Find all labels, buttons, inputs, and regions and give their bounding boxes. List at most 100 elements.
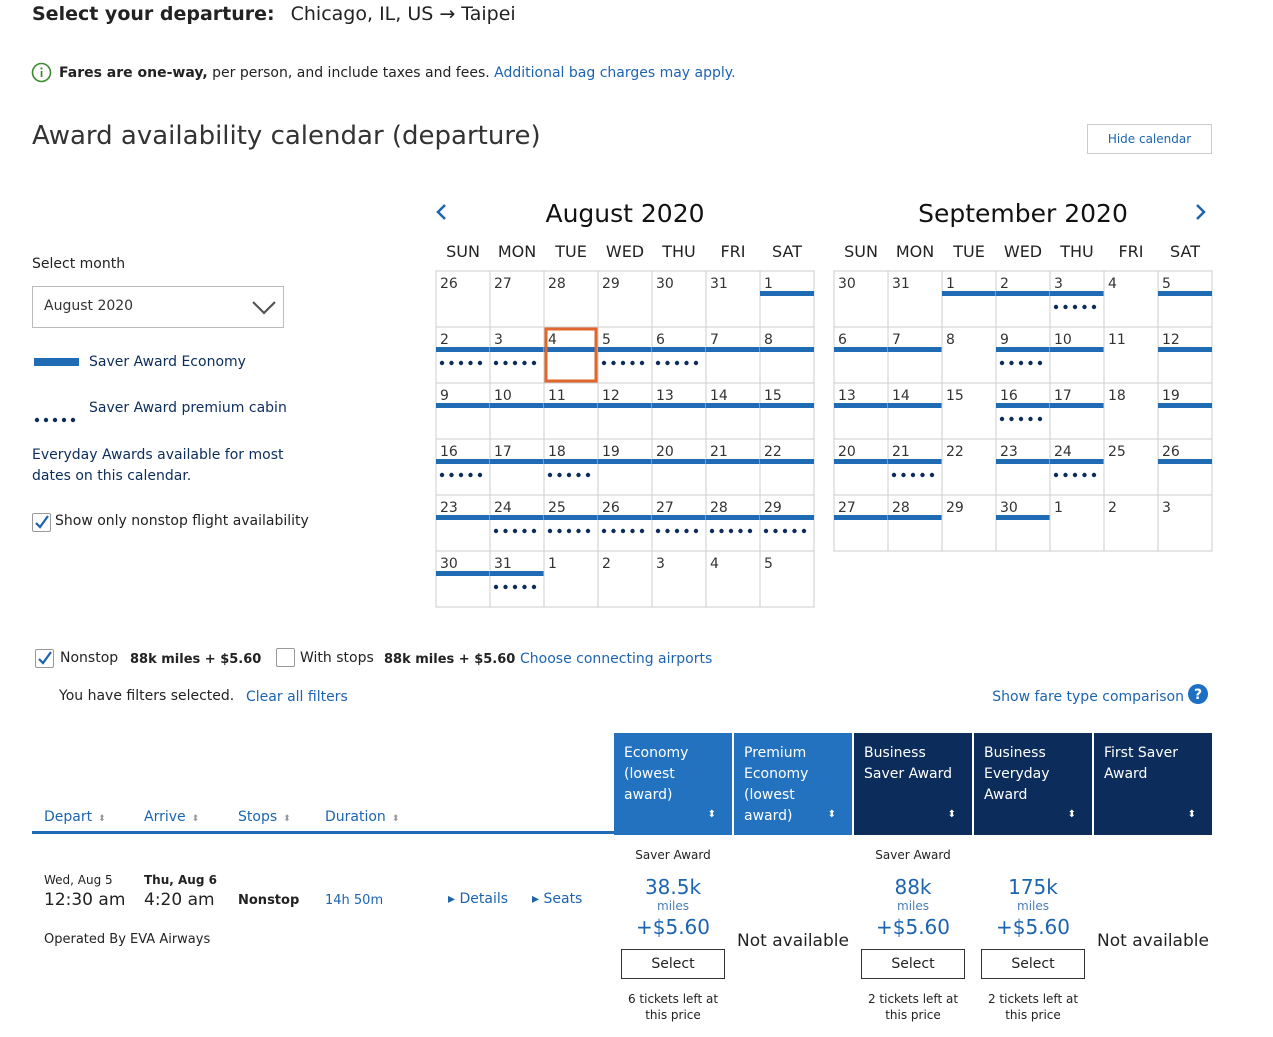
checkbox[interactable] bbox=[32, 513, 51, 532]
fare-column-header[interactable]: Business Everyday Award ⬍ bbox=[974, 733, 1092, 835]
day-cell[interactable]: 4 bbox=[705, 550, 761, 608]
day-cell[interactable]: 12 bbox=[1157, 326, 1213, 384]
day-cell[interactable]: 2 bbox=[597, 550, 653, 608]
select-button[interactable]: Select bbox=[981, 949, 1085, 979]
day-cell[interactable]: 31 bbox=[705, 270, 761, 328]
day-cell[interactable]: 18 bbox=[1103, 382, 1159, 440]
day-cell[interactable]: 29 bbox=[759, 494, 815, 552]
day-cell[interactable]: 19 bbox=[597, 438, 653, 496]
hide-calendar-button[interactable]: Hide calendar bbox=[1087, 124, 1212, 154]
day-cell[interactable]: 5 bbox=[1157, 270, 1213, 328]
day-cell[interactable]: 27 bbox=[489, 270, 545, 328]
seats-link[interactable]: ▸ Seats bbox=[532, 891, 583, 907]
day-cell[interactable]: 29 bbox=[941, 494, 997, 552]
day-cell[interactable]: 14 bbox=[705, 382, 761, 440]
day-cell[interactable]: 22 bbox=[941, 438, 997, 496]
day-cell[interactable]: 27 bbox=[833, 494, 889, 552]
column-header[interactable]: Depart ⬍ bbox=[44, 809, 106, 825]
day-cell[interactable]: 16 bbox=[995, 382, 1051, 440]
day-cell[interactable]: 19 bbox=[1157, 382, 1213, 440]
column-header[interactable]: Duration ⬍ bbox=[325, 809, 399, 825]
day-cell[interactable]: 31 bbox=[489, 550, 545, 608]
select-button[interactable]: Select bbox=[621, 949, 725, 979]
day-cell[interactable]: 18 bbox=[543, 438, 599, 496]
day-cell[interactable]: 24 bbox=[489, 494, 545, 552]
day-cell[interactable]: 17 bbox=[489, 438, 545, 496]
connecting-link[interactable]: Choose connecting airports bbox=[520, 651, 713, 667]
day-cell[interactable]: 30 bbox=[435, 550, 491, 608]
day-cell[interactable]: 17 bbox=[1049, 382, 1105, 440]
fare-column-header[interactable]: Business Saver Award ⬍ bbox=[854, 733, 972, 835]
day-cell[interactable]: 30 bbox=[651, 270, 707, 328]
day-cell[interactable]: 16 bbox=[435, 438, 491, 496]
day-cell[interactable]: 23 bbox=[435, 494, 491, 552]
fare-column-header[interactable]: Economy (lowest award) ⬍ bbox=[614, 733, 732, 835]
next-month-arrow[interactable] bbox=[1196, 204, 1206, 220]
details-link[interactable]: ▸ Details bbox=[448, 891, 509, 907]
bag-link[interactable]: Additional bag charges may apply. bbox=[494, 65, 736, 81]
day-cell[interactable]: 22 bbox=[759, 438, 815, 496]
day-cell[interactable]: 2 bbox=[435, 326, 491, 384]
day-cell[interactable]: 23 bbox=[995, 438, 1051, 496]
day-cell[interactable]: 27 bbox=[651, 494, 707, 552]
prev-month-arrow[interactable] bbox=[436, 204, 446, 220]
day-cell[interactable]: 10 bbox=[1049, 326, 1105, 384]
day-cell[interactable]: 25 bbox=[543, 494, 599, 552]
day-cell[interactable]: 1 bbox=[941, 270, 997, 328]
day-cell[interactable]: 3 bbox=[1157, 494, 1213, 552]
day-cell[interactable]: 15 bbox=[941, 382, 997, 440]
day-cell[interactable]: 31 bbox=[887, 270, 943, 328]
day-cell[interactable]: 28 bbox=[705, 494, 761, 552]
column-header[interactable]: Arrive ⬍ bbox=[144, 809, 199, 825]
day-cell[interactable]: 8 bbox=[941, 326, 997, 384]
day-cell[interactable]: 1 bbox=[543, 550, 599, 608]
clear-filters-link[interactable]: Clear all filters bbox=[246, 689, 348, 705]
day-cell[interactable]: 20 bbox=[651, 438, 707, 496]
day-cell[interactable]: 12 bbox=[597, 382, 653, 440]
day-cell[interactable]: 6 bbox=[651, 326, 707, 384]
day-cell[interactable]: 20 bbox=[833, 438, 889, 496]
day-cell[interactable]: 15 bbox=[759, 382, 815, 440]
fare-column-header[interactable]: First Saver Award ⬍ bbox=[1094, 733, 1212, 835]
day-cell[interactable]: 13 bbox=[833, 382, 889, 440]
column-header[interactable]: Stops ⬍ bbox=[238, 809, 291, 825]
day-cell[interactable]: 25 bbox=[1103, 438, 1159, 496]
day-cell[interactable]: 11 bbox=[1103, 326, 1159, 384]
day-cell[interactable]: 28 bbox=[887, 494, 943, 552]
day-cell[interactable]: 5 bbox=[597, 326, 653, 384]
day-cell[interactable]: 30 bbox=[833, 270, 889, 328]
day-cell[interactable]: 21 bbox=[705, 438, 761, 496]
day-cell[interactable]: 7 bbox=[887, 326, 943, 384]
day-cell[interactable]: 6 bbox=[833, 326, 889, 384]
checkbox[interactable] bbox=[35, 649, 54, 668]
day-cell[interactable]: 1 bbox=[759, 270, 815, 328]
day-cell[interactable]: 1 bbox=[1049, 494, 1105, 552]
day-cell[interactable]: 3 bbox=[651, 550, 707, 608]
day-cell[interactable]: 21 bbox=[887, 438, 943, 496]
month-select[interactable]: August 2020 bbox=[32, 286, 284, 328]
day-cell[interactable]: 26 bbox=[1157, 438, 1213, 496]
day-cell[interactable]: 9 bbox=[995, 326, 1051, 384]
comparison-link[interactable]: Show fare type comparison bbox=[992, 689, 1184, 705]
day-cell[interactable]: 7 bbox=[705, 326, 761, 384]
day-cell[interactable]: 10 bbox=[489, 382, 545, 440]
day-cell[interactable]: 3 bbox=[1049, 270, 1105, 328]
day-cell[interactable]: 5 bbox=[759, 550, 815, 608]
day-cell[interactable]: 3 bbox=[489, 326, 545, 384]
day-cell[interactable]: 2 bbox=[995, 270, 1051, 328]
day-cell[interactable]: 2 bbox=[1103, 494, 1159, 552]
day-cell[interactable]: 28 bbox=[543, 270, 599, 328]
day-cell[interactable]: 30 bbox=[995, 494, 1051, 552]
day-cell[interactable]: 4 bbox=[543, 326, 599, 384]
checkbox[interactable] bbox=[276, 648, 295, 667]
select-button[interactable]: Select bbox=[861, 949, 965, 979]
day-cell[interactable]: 14 bbox=[887, 382, 943, 440]
day-cell[interactable]: 29 bbox=[597, 270, 653, 328]
day-cell[interactable]: 8 bbox=[759, 326, 815, 384]
help-icon[interactable]: ? bbox=[1187, 683, 1209, 705]
fare-column-header[interactable]: Premium Economy (lowest award) ⬍ bbox=[734, 733, 852, 835]
day-cell[interactable]: 9 bbox=[435, 382, 491, 440]
day-cell[interactable]: 24 bbox=[1049, 438, 1105, 496]
day-cell[interactable]: 11 bbox=[543, 382, 599, 440]
day-cell[interactable]: 4 bbox=[1103, 270, 1159, 328]
